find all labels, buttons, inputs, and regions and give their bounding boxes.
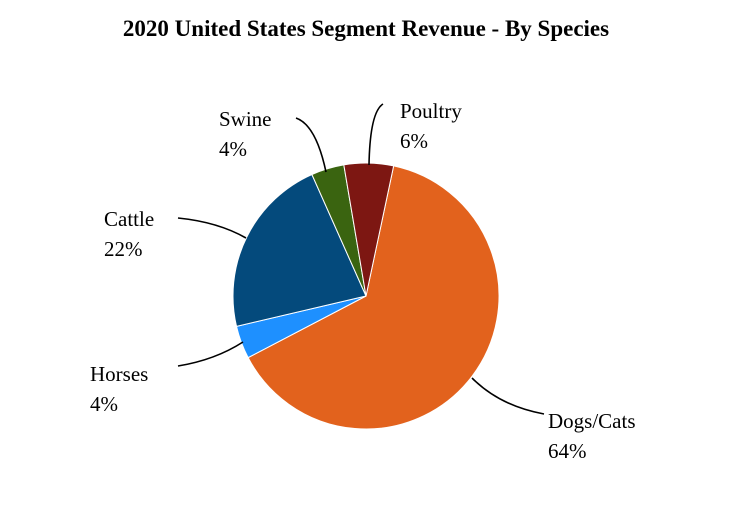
chart-title: 2020 United States Segment Revenue - By …: [122, 16, 610, 41]
label-poultry: Poultry: [400, 99, 462, 123]
leader-lines: [177, 103, 545, 415]
leader-dogs-cats: [471, 377, 545, 415]
label-swine: Swine: [219, 107, 272, 131]
percent-cattle: 22%: [104, 237, 143, 261]
pie-slices: [232, 162, 500, 430]
label-dogs-cats: Dogs/Cats: [548, 409, 636, 433]
leader-poultry: [368, 103, 384, 166]
label-horses: Horses: [90, 362, 148, 386]
pie-slice-dogs-cats: [247, 165, 500, 430]
pie-slice-cattle: [232, 173, 367, 327]
leader-horses: [177, 341, 244, 367]
percent-poultry: 6%: [400, 129, 428, 153]
percent-dogs-cats: 64%: [548, 439, 587, 463]
percent-swine: 4%: [219, 137, 247, 161]
leader-cattle: [177, 217, 247, 239]
leader-swine: [295, 117, 327, 173]
label-cattle: Cattle: [104, 207, 154, 231]
percent-horses: 4%: [90, 392, 118, 416]
